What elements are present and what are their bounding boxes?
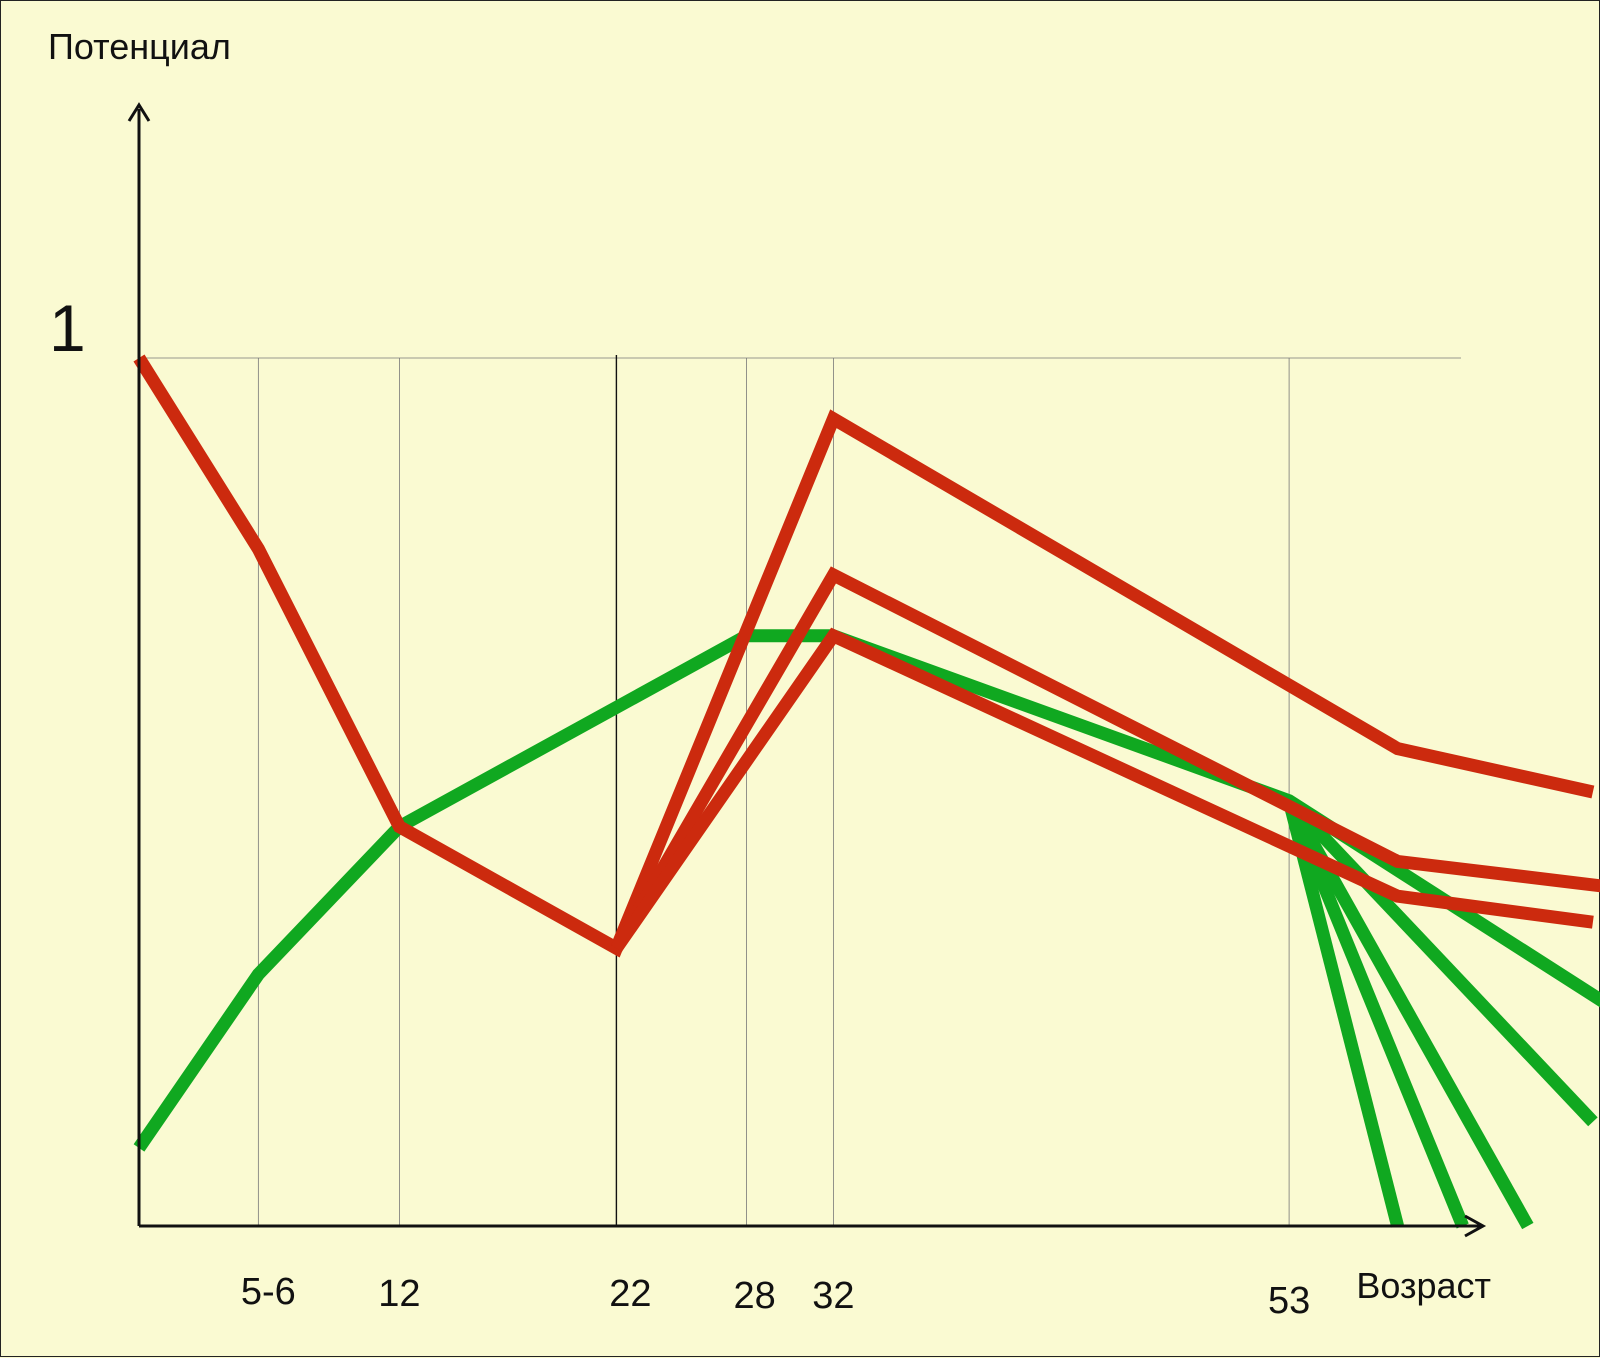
x-axis-arrow	[1464, 1214, 1487, 1238]
y-axis-title: Потенциал	[48, 26, 231, 67]
grid-layer	[139, 355, 1461, 1226]
x-tick-label-5: 53	[1268, 1280, 1310, 1322]
y-axis-arrow	[127, 102, 151, 122]
series-layer	[133, 354, 1600, 1230]
series-line-red-1	[610, 566, 1600, 952]
series-line-green-4	[1284, 796, 1598, 1127]
x-axis-title: Возраст	[1356, 1265, 1491, 1306]
x-tick-label-2: 22	[609, 1273, 651, 1315]
series-line-green-7	[1282, 799, 1404, 1228]
axis-layer	[127, 102, 1487, 1238]
x-tick-label-1: 12	[378, 1273, 420, 1315]
x-tick-label-4: 32	[812, 1275, 854, 1317]
label-layer: Потенциал Возраст 1 5-6 12 22 28 32 53	[48, 26, 1491, 1322]
y-tick-label: 1	[49, 291, 86, 365]
series-line-red-2	[611, 627, 1594, 952]
x-tick-label-3: 28	[733, 1275, 775, 1317]
x-tick-label-0: 5-6	[241, 1271, 296, 1313]
series-line-green-6	[1283, 798, 1469, 1229]
